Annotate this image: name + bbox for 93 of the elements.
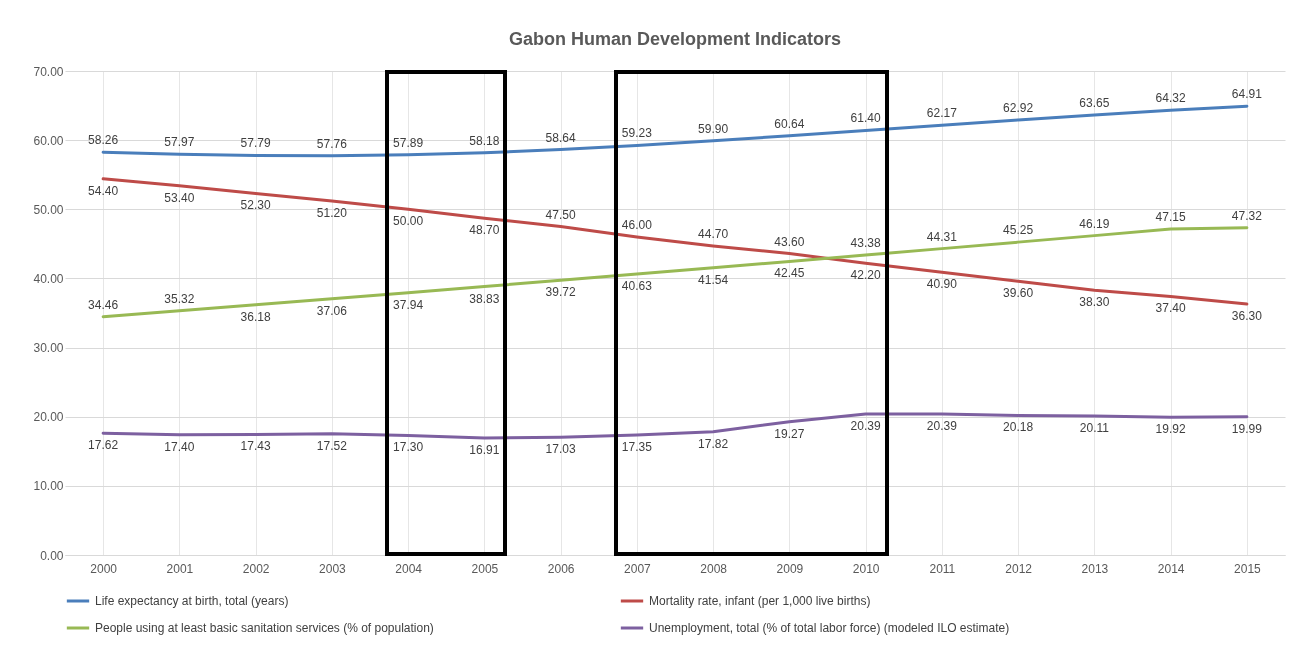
x-tick-label: 2004	[395, 561, 423, 576]
data-label: 48.70	[469, 223, 500, 238]
data-label: 62.17	[926, 106, 958, 121]
data-label: 37.94	[393, 297, 424, 312]
x-tick-label: 2000	[90, 561, 118, 576]
data-label: 44.31	[926, 229, 958, 244]
x-tick-label: 2007	[624, 561, 652, 576]
y-tick-label: 40.00	[33, 271, 64, 286]
x-tick-label: 2013	[1081, 561, 1109, 576]
data-label: 36.30	[1231, 309, 1263, 324]
data-label: 34.46	[88, 297, 119, 312]
data-label: 52.30	[240, 198, 271, 213]
x-tick-label: 2015	[1234, 561, 1262, 576]
x-tick-label: 2010	[852, 561, 880, 576]
data-label: 19.92	[1155, 422, 1186, 437]
data-label: 42.45	[774, 266, 805, 281]
data-label: 50.00	[393, 214, 424, 229]
data-label: 47.32	[1231, 208, 1263, 223]
data-label: 58.64	[545, 130, 576, 145]
data-label: 17.52	[316, 438, 348, 453]
y-tick-label: 70.00	[33, 64, 64, 79]
data-label: 20.11	[1079, 420, 1110, 435]
y-tick-label: 50.00	[33, 202, 64, 217]
data-label: 63.65	[1079, 95, 1110, 110]
x-tick-label: 2001	[166, 561, 194, 576]
legend-label: Unemployment, total (% of total labor force) (modeled ILO estimate)	[649, 621, 1010, 635]
chart-title: Gabon Human Development Indicators	[508, 29, 842, 49]
data-label: 19.99	[1231, 421, 1263, 436]
x-tick-label: 2009	[776, 561, 804, 576]
x-tick-label: 2008	[700, 561, 728, 576]
data-label: 45.25	[1003, 223, 1034, 238]
data-label: 53.40	[164, 190, 195, 205]
data-label: 47.15	[1155, 209, 1186, 224]
data-label: 17.03	[545, 442, 576, 457]
data-label: 37.06	[316, 303, 348, 318]
data-label: 43.60	[774, 234, 805, 249]
data-label: 39.72	[545, 285, 576, 300]
x-tick-label: 2014	[1157, 561, 1185, 576]
data-label: 59.90	[698, 121, 729, 136]
y-tick-label: 0.00	[40, 548, 64, 563]
data-label: 42.20	[850, 268, 881, 283]
data-label: 43.38	[850, 236, 881, 251]
data-label: 64.91	[1231, 87, 1263, 102]
data-label: 17.35	[621, 440, 653, 455]
data-label: 54.40	[88, 183, 119, 198]
x-tick-label: 2006	[547, 561, 575, 576]
data-label: 19.27	[774, 426, 805, 441]
data-label: 20.18	[1003, 420, 1034, 435]
data-label: 64.32	[1155, 91, 1186, 106]
legend-label: Life expectancy at birth, total (years)	[95, 594, 289, 608]
data-label: 46.00	[621, 217, 653, 232]
legend-label: Mortality rate, infant (per 1,000 live births)	[649, 594, 871, 608]
data-label: 17.82	[698, 436, 729, 451]
data-label: 36.18	[240, 309, 271, 324]
data-label: 47.50	[545, 207, 576, 222]
data-label: 51.20	[316, 205, 348, 220]
data-label: 20.39	[850, 419, 881, 434]
data-label: 60.64	[774, 116, 805, 131]
data-label: 61.40	[850, 111, 881, 126]
data-label: 57.97	[164, 135, 195, 150]
data-label: 38.83	[469, 291, 500, 306]
data-label: 46.19	[1079, 216, 1110, 231]
data-label: 62.92	[1003, 100, 1034, 115]
y-tick-label: 30.00	[33, 341, 64, 356]
x-tick-label: 2003	[319, 561, 347, 576]
x-tick-label: 2005	[471, 561, 499, 576]
legend-label: People using at least basic sanitation services (% of population)	[95, 621, 434, 635]
x-tick-label: 2011	[929, 561, 956, 576]
data-label: 57.89	[393, 135, 424, 150]
y-tick-label: 20.00	[33, 410, 64, 425]
data-label: 58.26	[88, 133, 119, 148]
data-label: 40.63	[621, 279, 653, 294]
y-tick-label: 60.00	[33, 133, 64, 148]
data-label: 59.23	[621, 126, 653, 141]
data-label: 57.76	[316, 136, 348, 151]
data-label: 16.91	[469, 443, 500, 458]
data-label: 39.60	[1003, 286, 1034, 301]
data-label: 38.30	[1079, 295, 1110, 310]
data-label: 57.79	[240, 136, 271, 151]
data-label: 37.40	[1155, 301, 1186, 316]
x-tick-label: 2002	[242, 561, 270, 576]
data-label: 17.40	[164, 439, 195, 454]
data-label: 17.62	[88, 438, 119, 453]
data-label: 17.43	[240, 439, 271, 454]
data-label: 20.39	[926, 419, 958, 434]
data-label: 58.18	[469, 133, 500, 148]
y-tick-label: 10.00	[33, 479, 64, 494]
data-label: 17.30	[393, 440, 424, 455]
data-label: 44.70	[698, 226, 729, 241]
data-label: 41.54	[698, 272, 729, 287]
x-tick-label: 2012	[1005, 561, 1033, 576]
data-label: 40.90	[926, 277, 958, 292]
data-label: 35.32	[164, 291, 195, 306]
